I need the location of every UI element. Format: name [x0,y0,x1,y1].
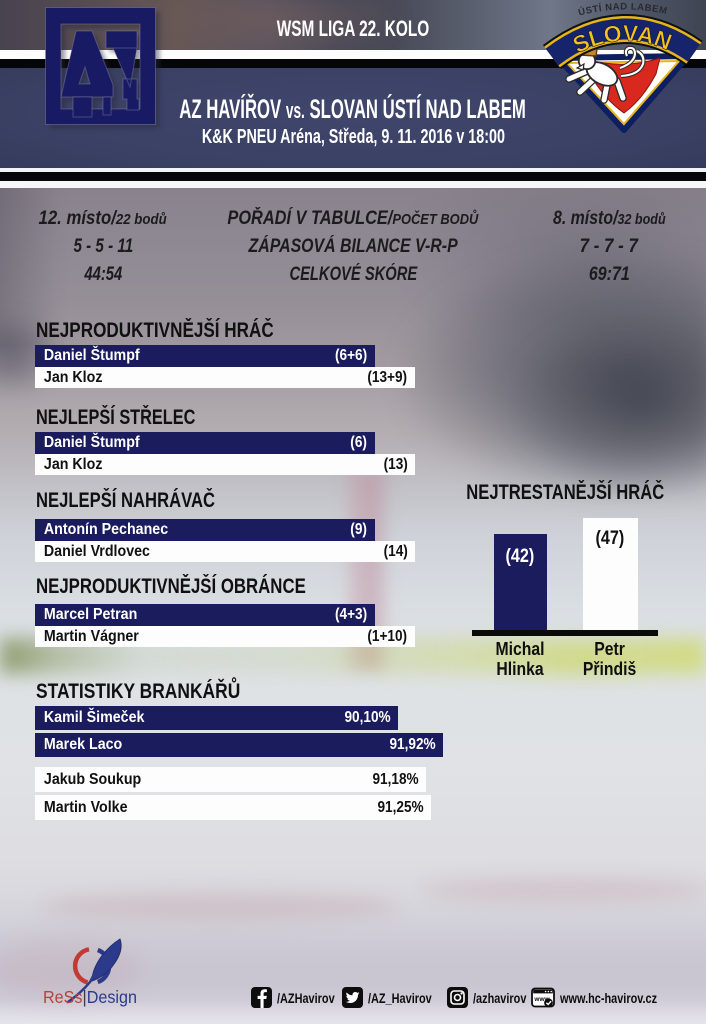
svg-text:ReSs|Design: ReSs|Design [43,987,137,1007]
svg-text:www: www [533,996,550,1003]
